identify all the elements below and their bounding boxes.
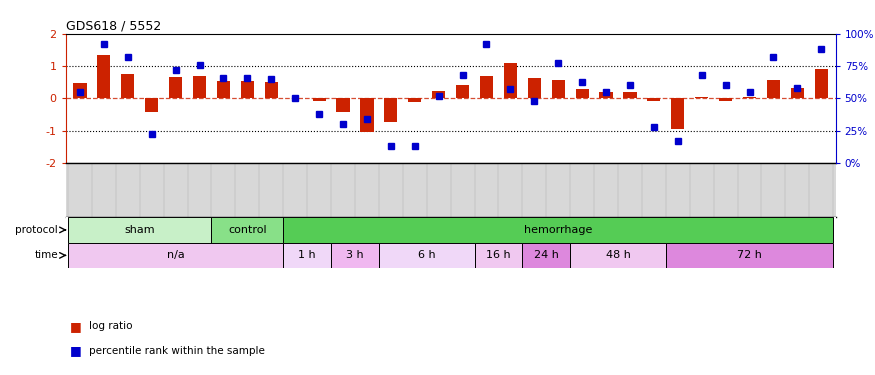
Bar	[379, 243, 474, 268]
Text: time: time	[34, 251, 58, 260]
Bar	[384, 98, 397, 122]
Text: 6 h: 6 h	[418, 251, 436, 260]
Bar	[212, 217, 284, 243]
Bar	[97, 55, 110, 98]
Bar	[169, 77, 182, 98]
Bar	[815, 69, 828, 98]
Bar	[623, 93, 636, 98]
Text: hemorrhage: hemorrhage	[524, 225, 592, 235]
Bar	[74, 83, 87, 98]
Bar	[474, 243, 522, 268]
Bar	[68, 243, 284, 268]
Bar	[551, 80, 564, 98]
Bar	[217, 81, 230, 98]
Text: 72 h: 72 h	[737, 251, 762, 260]
Text: GDS618 / 5552: GDS618 / 5552	[66, 20, 161, 33]
Bar	[480, 76, 494, 98]
Text: ■: ■	[70, 344, 81, 357]
Bar	[743, 97, 756, 98]
Text: control: control	[228, 225, 267, 235]
Bar	[432, 91, 445, 98]
Bar	[671, 98, 684, 129]
Text: sham: sham	[124, 225, 155, 235]
Bar	[570, 243, 666, 268]
Bar	[284, 243, 331, 268]
Bar	[68, 217, 212, 243]
Text: ■: ■	[70, 320, 81, 333]
Bar	[528, 78, 541, 98]
Text: n/a: n/a	[167, 251, 185, 260]
Bar	[599, 93, 612, 98]
Bar	[719, 98, 732, 101]
Text: 24 h: 24 h	[534, 251, 559, 260]
Bar	[145, 98, 158, 112]
Bar	[122, 74, 135, 98]
Bar	[791, 88, 804, 98]
Bar	[284, 217, 833, 243]
Text: 48 h: 48 h	[606, 251, 631, 260]
Text: log ratio: log ratio	[89, 321, 133, 331]
Bar	[265, 81, 278, 98]
Bar	[695, 97, 708, 98]
Bar	[193, 76, 206, 98]
Text: 3 h: 3 h	[346, 251, 364, 260]
Text: 1 h: 1 h	[298, 251, 316, 260]
Bar	[576, 89, 589, 98]
Bar	[241, 81, 254, 98]
Bar	[312, 98, 326, 101]
Bar	[504, 63, 517, 98]
Bar	[337, 98, 350, 112]
Text: percentile rank within the sample: percentile rank within the sample	[89, 346, 265, 355]
Text: protocol: protocol	[15, 225, 58, 235]
Bar	[648, 98, 661, 101]
Bar	[456, 85, 469, 98]
Bar	[360, 98, 374, 132]
Bar	[666, 243, 833, 268]
Bar	[331, 243, 379, 268]
Bar	[766, 80, 780, 98]
Bar	[408, 98, 422, 102]
Text: 16 h: 16 h	[487, 251, 511, 260]
Bar	[522, 243, 570, 268]
